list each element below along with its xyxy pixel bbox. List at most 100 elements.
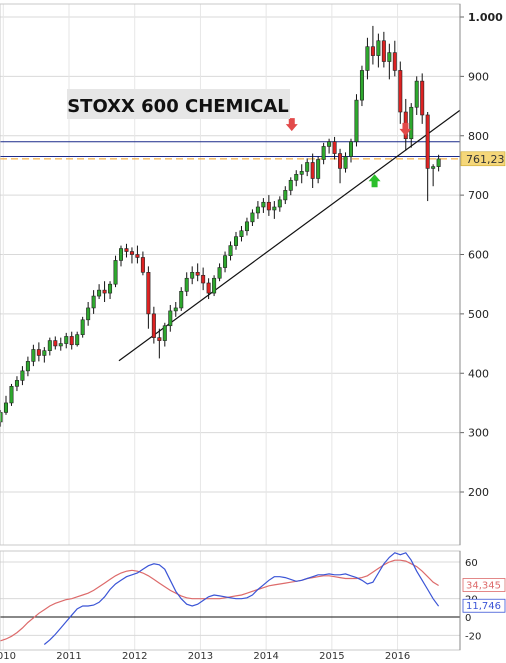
horizontal-levels xyxy=(0,141,460,160)
candle-body xyxy=(359,70,364,101)
oscillator-value-badge xyxy=(462,598,506,613)
year-tick-label: 2012 xyxy=(122,651,147,659)
candle-body xyxy=(108,283,113,294)
oscillator-series-line xyxy=(43,552,440,645)
candle-body xyxy=(206,282,211,294)
oscillator-tick-label: 0 xyxy=(465,613,471,624)
candle-body xyxy=(354,99,359,142)
candle-body xyxy=(47,340,52,351)
price-tick-label: 600 xyxy=(468,249,489,262)
price-tick-label: 1.000 xyxy=(468,11,503,24)
candle-body xyxy=(332,141,337,154)
candle-body xyxy=(53,340,58,347)
candle-body xyxy=(195,272,200,276)
candle-body xyxy=(239,230,244,237)
candle-body xyxy=(119,248,123,261)
candle-body xyxy=(310,162,315,179)
candle-body xyxy=(102,289,107,294)
candle-body xyxy=(288,179,293,191)
arrow-down-icon xyxy=(399,122,412,136)
candle-body xyxy=(86,307,91,321)
price-tick-label: 400 xyxy=(468,367,489,380)
candle-body xyxy=(168,310,173,327)
candle-body xyxy=(234,236,238,246)
candle-body xyxy=(14,380,19,387)
signal-arrows xyxy=(285,118,412,188)
candle-body xyxy=(316,159,321,179)
candle-body xyxy=(376,40,381,56)
candle-body xyxy=(140,257,145,273)
oscillator-value-label: 34,345 xyxy=(466,581,501,592)
arrow-up-icon xyxy=(368,174,381,188)
chart-title-group: STOXX 600 CHEMICAL xyxy=(67,89,290,119)
candle-body xyxy=(349,141,353,157)
arrow-down-icon xyxy=(285,118,298,132)
price-tick-label: 800 xyxy=(468,130,489,143)
oscillator-value-badge xyxy=(462,578,506,592)
candle-body xyxy=(370,46,375,56)
candle-body xyxy=(42,350,47,356)
candle-body xyxy=(135,254,140,258)
candle-body xyxy=(255,206,260,214)
candlesticks xyxy=(0,25,441,427)
candle-body xyxy=(217,267,222,279)
candle-body xyxy=(190,272,195,279)
axis-labels: 1.00090080070060050040030020020102011201… xyxy=(0,11,506,662)
candle-body xyxy=(228,245,233,256)
candle-body xyxy=(223,255,228,268)
candle-body xyxy=(398,70,403,113)
candle-body xyxy=(343,156,348,169)
candle-body xyxy=(91,295,96,309)
candle-body xyxy=(4,402,8,413)
candle-body xyxy=(162,325,167,341)
chart-title: STOXX 600 CHEMICAL xyxy=(67,96,289,117)
candle-body xyxy=(184,277,189,292)
candle-body xyxy=(0,412,3,423)
candle-body xyxy=(31,349,36,362)
year-tick-label: 2013 xyxy=(188,651,213,659)
year-tick-label: 2014 xyxy=(253,651,278,659)
candle-body xyxy=(266,201,271,211)
price-tick-label: 200 xyxy=(468,486,489,499)
candle-body xyxy=(283,190,288,201)
candle-body xyxy=(387,52,392,62)
chart-title-box xyxy=(67,89,290,119)
candle-body xyxy=(420,80,425,116)
candle-body xyxy=(69,336,74,346)
price-grid xyxy=(0,4,460,545)
candle-body xyxy=(414,80,419,108)
candle-body xyxy=(157,337,162,341)
candle-body xyxy=(244,221,249,232)
candle-body xyxy=(129,251,134,255)
candle-body xyxy=(392,52,397,71)
oscillator-value-label: 11,746 xyxy=(466,601,501,612)
candle-body xyxy=(250,212,255,223)
candle-body xyxy=(25,361,30,372)
candle-body xyxy=(409,106,414,140)
oscillator-lines xyxy=(0,552,440,645)
candle-body xyxy=(436,158,441,167)
price-tick-label: 700 xyxy=(468,189,489,202)
last-price-badge xyxy=(460,151,506,167)
candle-body xyxy=(294,174,299,181)
candle-body xyxy=(261,201,266,208)
oscillator-series-line xyxy=(0,559,439,642)
candle-body xyxy=(338,153,343,169)
oscillator-tick-label: -20 xyxy=(465,631,481,642)
candle-body xyxy=(321,146,326,160)
price-tick-label: 900 xyxy=(468,70,489,83)
candle-body xyxy=(381,40,386,62)
year-tick-label: 2015 xyxy=(319,651,344,659)
candle-body xyxy=(9,386,14,404)
oscillator-grid xyxy=(0,551,460,650)
year-tick-label: 2011 xyxy=(56,651,81,659)
oscillator-tick-label: 60 xyxy=(465,558,478,569)
candle-body xyxy=(146,272,151,315)
price-tick-label: 300 xyxy=(468,427,489,440)
candle-body xyxy=(113,260,118,285)
candle-body xyxy=(299,171,304,175)
candle-body xyxy=(124,248,129,252)
year-tick-label: 2016 xyxy=(385,651,410,659)
